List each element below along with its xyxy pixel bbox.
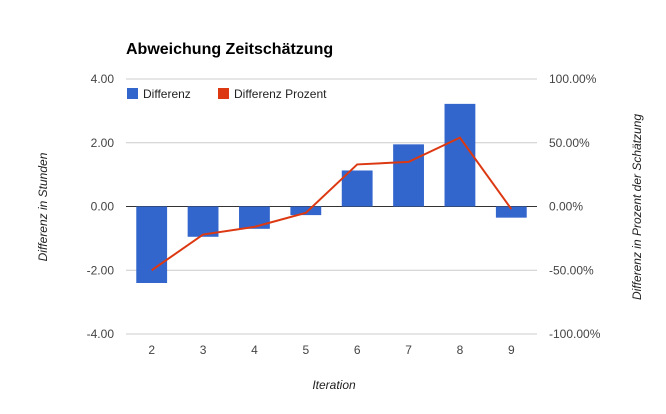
bar	[393, 144, 424, 207]
x-tick-label: 5	[302, 343, 309, 357]
y-tick-label: 2.00	[91, 136, 115, 150]
x-tick-label: 8	[457, 343, 464, 357]
y-tick-label: 4.00	[91, 72, 115, 86]
y2-tick-label: -100.00%	[549, 327, 601, 341]
x-tick-label: 6	[354, 343, 361, 357]
bar	[136, 206, 168, 283]
y-tick-label: -2.00	[87, 263, 115, 277]
y2-axis-title: Differenz in Prozent der Schätzung	[630, 114, 644, 300]
x-tick-label: 7	[405, 343, 412, 357]
series-line	[151, 136, 513, 272]
axis-ticks: 4.00 100.00% 2.00 50.00% 0.00 0.00% -2.00 -50.0…	[87, 72, 601, 357]
y-axis-title: Differenz in Stunden	[36, 152, 50, 261]
x-tick-label: 9	[508, 343, 515, 357]
x-axis-title: Iteration	[312, 378, 356, 392]
y2-tick-label: -50.00%	[549, 263, 594, 277]
y-tick-label: 0.00	[91, 200, 115, 214]
y-tick-label: -4.00	[87, 327, 115, 341]
y2-tick-label: 50.00%	[549, 136, 590, 150]
bar	[341, 170, 373, 207]
legend: Differenz Differenz Prozent	[127, 87, 327, 101]
legend-label-differenz: Differenz	[143, 87, 191, 101]
y2-tick-label: 0.00%	[549, 200, 583, 214]
bar	[444, 103, 476, 207]
bar	[187, 206, 219, 237]
chart-title: Abweichung Zeitschätzung	[126, 41, 333, 58]
bar	[495, 206, 527, 218]
x-tick-label: 4	[251, 343, 258, 357]
legend-swatch-differenz-prozent	[218, 88, 229, 99]
bar-series	[136, 103, 527, 283]
line-series	[151, 136, 513, 272]
y2-tick-label: 100.00%	[549, 72, 597, 86]
bar	[239, 206, 270, 229]
legend-swatch-differenz	[127, 88, 138, 99]
x-tick-label: 3	[200, 343, 207, 357]
x-tick-label: 2	[148, 343, 155, 357]
bar	[290, 206, 322, 216]
legend-label-differenz-prozent: Differenz Prozent	[234, 87, 327, 101]
